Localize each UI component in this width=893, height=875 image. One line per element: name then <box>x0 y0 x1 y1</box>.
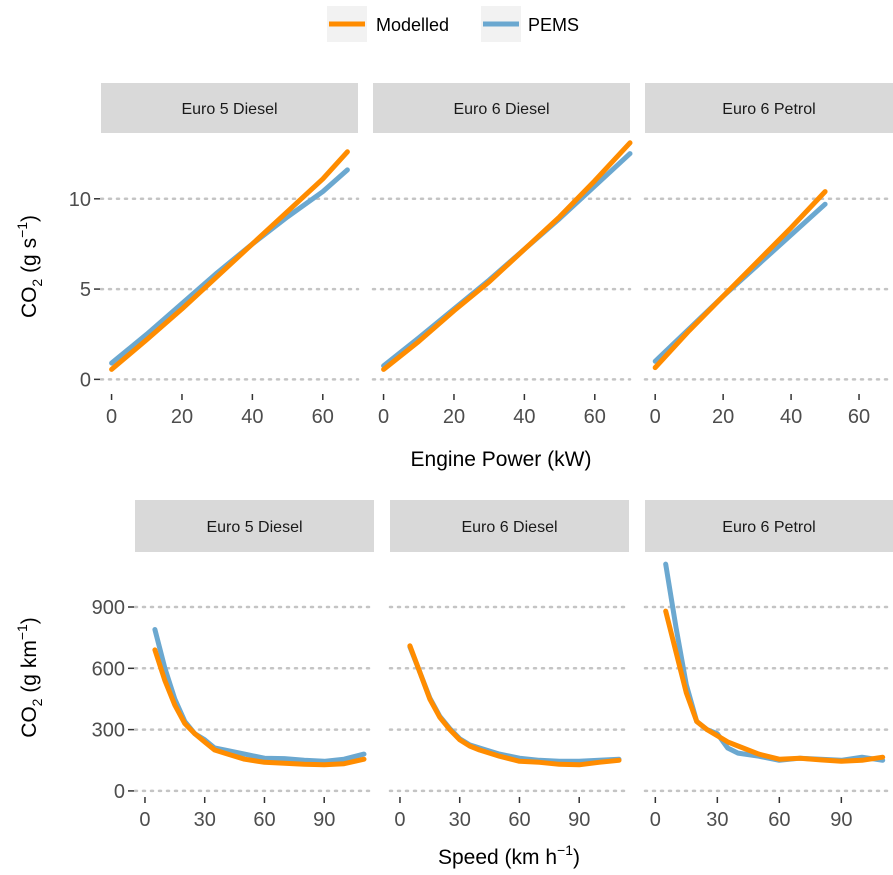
y-axis-title-sub: 2 <box>29 279 45 287</box>
x-tick-label: 90 <box>568 809 590 831</box>
series-line-modelled <box>381 140 633 372</box>
x-tick-label: 60 <box>508 809 530 831</box>
strip-label: Euro 5 Diesel <box>206 519 302 536</box>
strip-label: Euro 6 Petrol <box>722 101 815 118</box>
y-axis-title-sub: 2 <box>29 698 45 706</box>
x-axis-title-main: Speed (km h <box>438 846 557 869</box>
strip-label: Euro 5 Diesel <box>181 101 277 118</box>
x-tick-label: 0 <box>394 809 405 831</box>
series-line-modelled <box>152 647 367 768</box>
series-line-modelled <box>652 189 828 371</box>
x-tick-label: 40 <box>780 406 802 428</box>
y-axis-title-unit: (g s <box>18 238 41 279</box>
y-axis-title-unit: (g km <box>18 640 41 698</box>
x-tick-label: 60 <box>768 809 790 831</box>
legend-item-modelled: Modelled <box>327 6 449 42</box>
y-tick-label: 10 <box>69 189 91 211</box>
x-tick-label: 0 <box>106 406 117 428</box>
x-tick-label: 20 <box>443 406 465 428</box>
series-line-pems <box>152 627 367 764</box>
x-axis-title: Engine Power (kW) <box>411 448 592 471</box>
x-tick-label: 30 <box>194 809 216 831</box>
series-line-pems <box>663 561 886 763</box>
x-tick-label: 60 <box>253 809 275 831</box>
series-line-modelled <box>407 643 622 768</box>
x-tick-label: 90 <box>313 809 335 831</box>
y-tick-label: 5 <box>80 279 91 301</box>
panel-euro-6-diesel: Euro 6 Diesel 0 20 40 60 <box>371 83 633 428</box>
panel-euro-6-petrol: Euro 6 Petrol 0 20 40 60 <box>643 83 893 428</box>
y-axis-title-sup: −1 <box>14 624 30 640</box>
strip-bg <box>135 500 374 552</box>
strip-bg <box>645 83 893 133</box>
x-tick-label: 60 <box>848 406 870 428</box>
y-axis-title: CO2 (g km−1) <box>14 617 45 738</box>
y-axis-title: CO2 (g s−1) <box>14 215 45 318</box>
x-tick-label: 0 <box>650 406 661 428</box>
legend-label: Modelled <box>376 15 449 35</box>
x-tick-label: 30 <box>706 809 728 831</box>
y-tick-label: 300 <box>92 720 125 742</box>
strip-label: Euro 6 Diesel <box>461 519 557 536</box>
strip-label: Euro 6 Diesel <box>453 101 549 118</box>
y-axis-title-close: ) <box>18 617 41 624</box>
x-tick-label: 0 <box>650 809 661 831</box>
strip-label: Euro 6 Petrol <box>722 519 815 536</box>
strip-bg <box>390 500 629 552</box>
legend-item-pems: PEMS <box>481 6 579 42</box>
x-tick-label: 40 <box>513 406 535 428</box>
y-tick-label: 0 <box>114 781 125 803</box>
x-tick-label: 20 <box>712 406 734 428</box>
x-tick-label: 90 <box>830 809 852 831</box>
x-axis-title: Speed (km h−1) <box>438 842 580 869</box>
y-tick-label: 600 <box>92 658 125 680</box>
series-line-modelled <box>109 149 350 372</box>
panel-euro-6-petrol: Euro 6 Petrol 0 30 60 90 <box>643 500 893 831</box>
x-tick-label: 20 <box>171 406 193 428</box>
x-tick-label: 0 <box>139 809 150 831</box>
strip-bg <box>373 83 630 133</box>
strip-bg <box>101 83 358 133</box>
strip-bg <box>645 500 893 552</box>
legend: Modelled PEMS <box>327 6 579 42</box>
series-line-pems <box>407 644 622 764</box>
y-tick-label: 900 <box>92 597 125 619</box>
y-axis-title-main: CO <box>18 287 41 319</box>
x-tick-label: 0 <box>378 406 389 428</box>
x-tick-label: 30 <box>449 809 471 831</box>
panel-euro-5-diesel: Euro 5 Diesel 0 20 40 60 0 5 10 <box>69 83 360 428</box>
x-tick-label: 40 <box>241 406 263 428</box>
x-axis-title-sup: −1 <box>557 842 573 858</box>
y-axis-title-main: CO <box>18 706 41 738</box>
series-line-modelled <box>663 608 886 764</box>
y-axis-title-sup: −1 <box>14 222 30 238</box>
panel-euro-6-diesel: Euro 6 Diesel 0 30 60 90 <box>388 500 631 831</box>
legend-label: PEMS <box>528 15 579 35</box>
y-axis-title-close: ) <box>18 215 41 222</box>
y-tick-label: 0 <box>80 369 91 391</box>
x-tick-label: 60 <box>312 406 334 428</box>
x-axis-title-close: ) <box>573 846 580 869</box>
x-tick-label: 60 <box>584 406 606 428</box>
